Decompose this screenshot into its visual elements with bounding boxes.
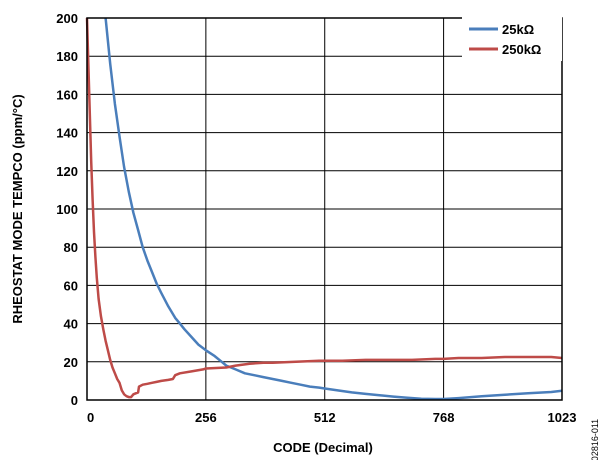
x-tick-label: 0 [87, 410, 94, 425]
tick-labels: 0 20 40 60 80 100 120 140 160 180 200 0 256 512 768 102… [56, 11, 576, 425]
legend-label-250k: 250kΩ [502, 42, 541, 57]
y-tick-label: 80 [64, 240, 78, 255]
y-tick-label: 60 [64, 278, 78, 293]
legend-box [462, 13, 562, 61]
x-tick-label: 1023 [548, 410, 577, 425]
grid-lines [86, 17, 563, 401]
series-lines [85, 17, 563, 401]
y-tick-label: 100 [56, 202, 78, 217]
legend-label-25k: 25kΩ [502, 22, 534, 37]
x-tick-label: 256 [195, 410, 217, 425]
y-tick-label: 0 [71, 393, 78, 408]
y-tick-label: 40 [64, 317, 78, 332]
y-tick-label: 120 [56, 164, 78, 179]
x-tick-label: 768 [433, 410, 455, 425]
plot-frame [86, 17, 563, 401]
y-axis-title: RHEOSTAT MODE TEMPCO (ppm/°C) [10, 94, 25, 323]
legend: 25kΩ 250kΩ [462, 13, 562, 61]
x-axis-title: CODE (Decimal) [273, 440, 373, 455]
y-tick-label: 200 [56, 11, 78, 26]
y-tick-label: 20 [64, 355, 78, 370]
series-line-250k [85, 17, 563, 399]
series-line-25k [104, 17, 563, 401]
y-tick-label: 160 [56, 87, 78, 102]
x-tick-label: 512 [314, 410, 336, 425]
y-tick-label: 140 [56, 126, 78, 141]
figure-id: 02816-011 [590, 419, 600, 460]
y-tick-label: 180 [56, 49, 78, 64]
